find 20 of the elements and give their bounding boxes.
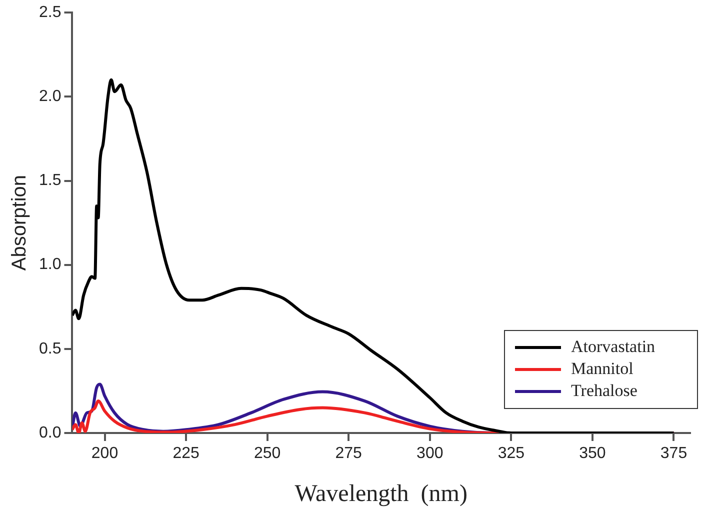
y-tick-label: 1.5 [38, 172, 62, 190]
x-tick-label: 200 [91, 445, 118, 462]
x-tick-label: 325 [498, 445, 525, 462]
legend-label: Atorvastatin [571, 336, 656, 358]
x-tick-label: 300 [416, 445, 444, 462]
y-tick-label: 1.0 [38, 256, 62, 274]
x-tick-label: 375 [660, 445, 688, 462]
y-tick-label: 2.5 [38, 4, 62, 22]
y-tick-label: 0.5 [38, 340, 62, 358]
y-tick-label: 0.0 [38, 424, 62, 442]
x-tick-label: 225 [172, 445, 200, 462]
legend-label: Mannitol [571, 358, 634, 380]
y-tick-label: 2.0 [38, 88, 62, 106]
y-axis-title: Absorption [8, 174, 31, 271]
legend-label: Trehalose [571, 380, 638, 402]
x-tick-label: 350 [579, 445, 606, 462]
x-tick-label: 250 [254, 445, 281, 462]
x-axis-title: Wavelength (nm) [294, 480, 468, 507]
x-tick-label: 275 [335, 445, 362, 462]
line-series [72, 78, 676, 433]
